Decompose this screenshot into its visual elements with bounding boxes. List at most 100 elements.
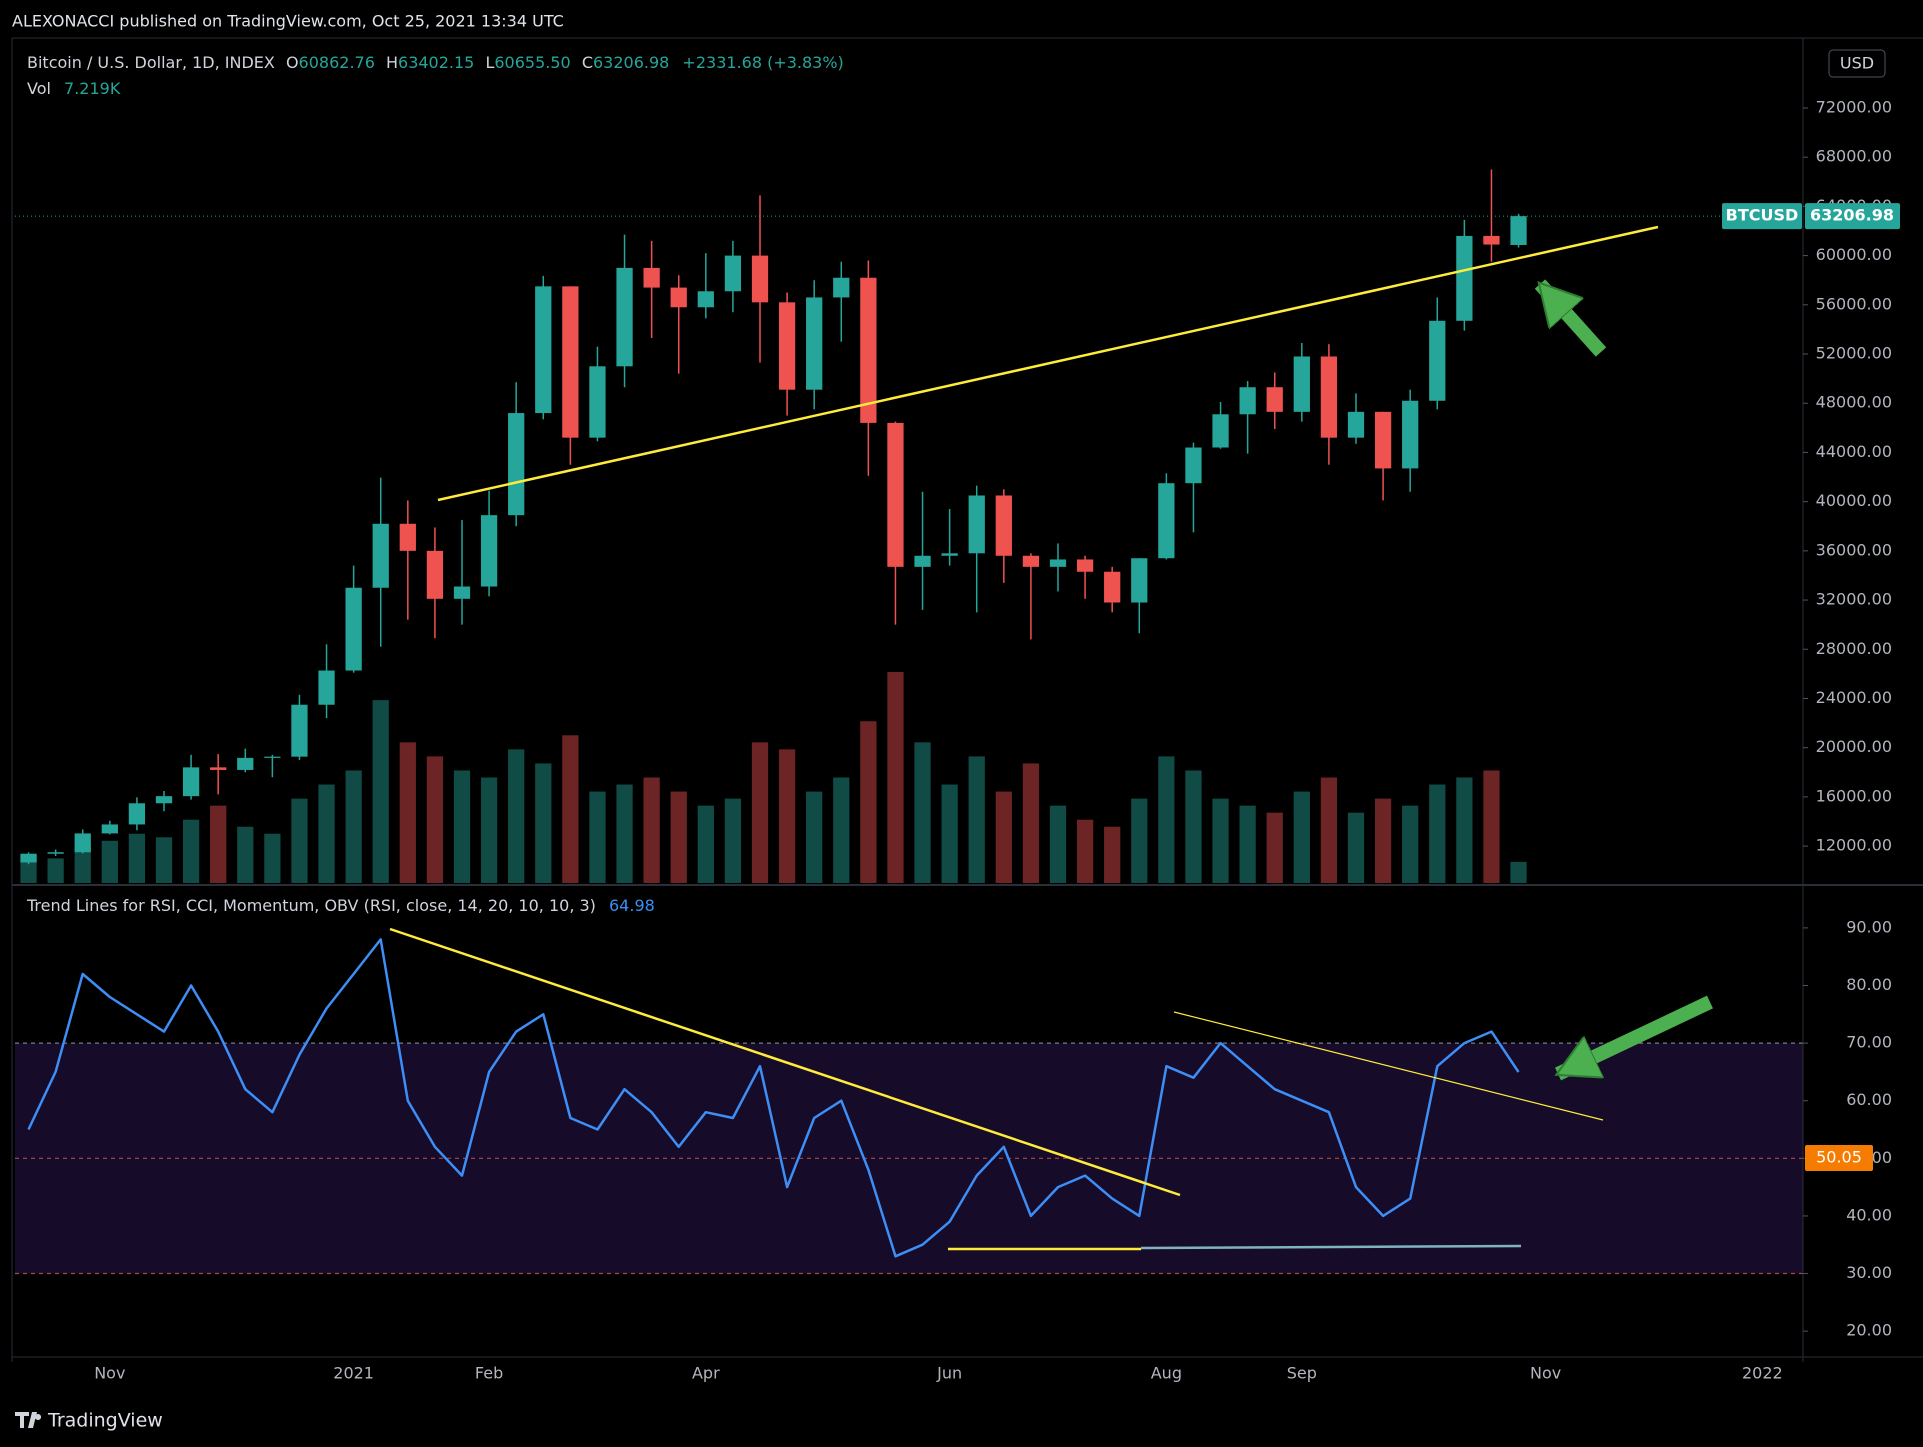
arrow [1558,995,1713,1081]
volume-bar [697,805,714,883]
y-tick-label: 52000.00 [1816,344,1892,363]
volume-legend: Vol 7.219K [27,79,121,98]
volume-bar [372,700,389,883]
volume-label: Vol [27,79,51,98]
candle-body [74,833,91,853]
x-tick-label: Nov [1530,1364,1561,1383]
y-tick-label: 68000.00 [1816,147,1892,166]
candle-body [1347,411,1365,438]
rsi-band-layer [15,1042,1803,1275]
indicator-title: Trend Lines for RSI, CCI, Momentum, OBV … [26,896,596,915]
candle-body [1076,559,1094,572]
candle-body [480,515,498,587]
volume-bar [860,721,877,883]
candle-body [372,523,389,588]
footer-logo: TradingView [15,1410,163,1432]
volume-bar [480,777,498,883]
ohlc-key: L [485,53,494,72]
indicator-legend: Trend Lines for RSI, CCI, Momentum, OBV … [26,896,655,915]
ohlc-value: 63206.98 [593,53,669,72]
volume-bar [1104,826,1121,883]
price-badge-label: 63206.98 [1810,206,1894,225]
candle-body [616,267,633,367]
x-tick-label: Apr [692,1364,720,1383]
candle-body [589,366,606,438]
candle-body [1239,387,1256,415]
candle-body [453,586,471,599]
symbol-badge [1722,203,1802,230]
candle-body [128,803,146,825]
rsi-line [27,938,1520,1258]
drawings [389,225,1713,1251]
ohlc-value: 60862.76 [299,53,375,72]
volume-bar [1076,819,1094,883]
volume-bar [643,777,660,883]
candle-body [1374,411,1392,469]
y-tick-label: 80.00 [1846,975,1892,994]
y-tick-label: 20.00 [1846,1321,1892,1340]
candle-body [724,255,742,292]
candle-body [508,413,525,516]
volume-bar [670,791,687,883]
symbol-title: Bitcoin / U.S. Dollar, 1D, INDEX [27,53,275,72]
y-tick-label: 12000.00 [1816,836,1892,855]
candle-body [1293,356,1310,412]
candle-body [20,853,37,863]
volume-bar [1266,812,1283,883]
candle-body [1104,571,1121,603]
price-trend-line [437,225,1659,502]
y-tick-label: 32000.00 [1816,590,1892,609]
candle-body [1185,447,1202,484]
arrow [1534,279,1607,357]
candle-body [182,767,200,797]
volume-bar [182,819,200,883]
x-tick-label: 2021 [333,1364,374,1383]
x-tick-label: Aug [1151,1364,1182,1383]
y-tick-label: 90.00 [1846,917,1892,936]
candle-body [968,495,985,554]
candle-body [941,553,958,556]
candle-body [264,756,281,758]
volume-bar [128,833,146,883]
x-tick-label: Jun [936,1364,962,1383]
candle-body [1131,558,1148,603]
y-tick-label: 40.00 [1846,1205,1892,1224]
candle-layer [15,169,1803,865]
x-tick-label: Nov [94,1364,125,1383]
x-tick-label: Feb [475,1364,503,1383]
candle-body [914,555,931,567]
footer-brand: TradingView [47,1410,163,1432]
candle-body [210,767,227,770]
volume-bar [345,770,362,883]
rsi-band [15,1043,1803,1274]
candle-body [345,587,362,671]
volume-bar [1239,805,1256,883]
candle-body [155,796,173,804]
ohlc-key: O [286,53,299,72]
y-tick-label: 44000.00 [1816,442,1892,461]
x-tick-label: Sep [1287,1364,1317,1383]
volume-bar [833,777,850,883]
candle-body [1212,414,1229,448]
currency-box[interactable] [1828,49,1886,78]
marker-badge [1805,1145,1873,1172]
candle-body [1320,356,1338,438]
candle-body [643,267,660,288]
y-tick-label: 70.00 [1846,1033,1892,1052]
volume-bar [1131,798,1148,883]
volume-bar [426,756,444,883]
candle-body [426,550,444,599]
currency-label[interactable]: USD [1840,54,1874,73]
y-tick-label: 36000.00 [1816,540,1892,559]
logo-icon [15,1412,42,1428]
change: +2331.68 (+3.83%) [682,53,843,72]
candle-body [995,495,1012,556]
ohlc-key: H [386,53,398,72]
volume-bar [264,833,281,883]
volume-bar [74,844,91,883]
price-badge [1805,203,1900,230]
x-tick-label: 2022 [1742,1364,1783,1383]
volume-bar [1320,777,1338,883]
volume-bar [968,756,985,883]
